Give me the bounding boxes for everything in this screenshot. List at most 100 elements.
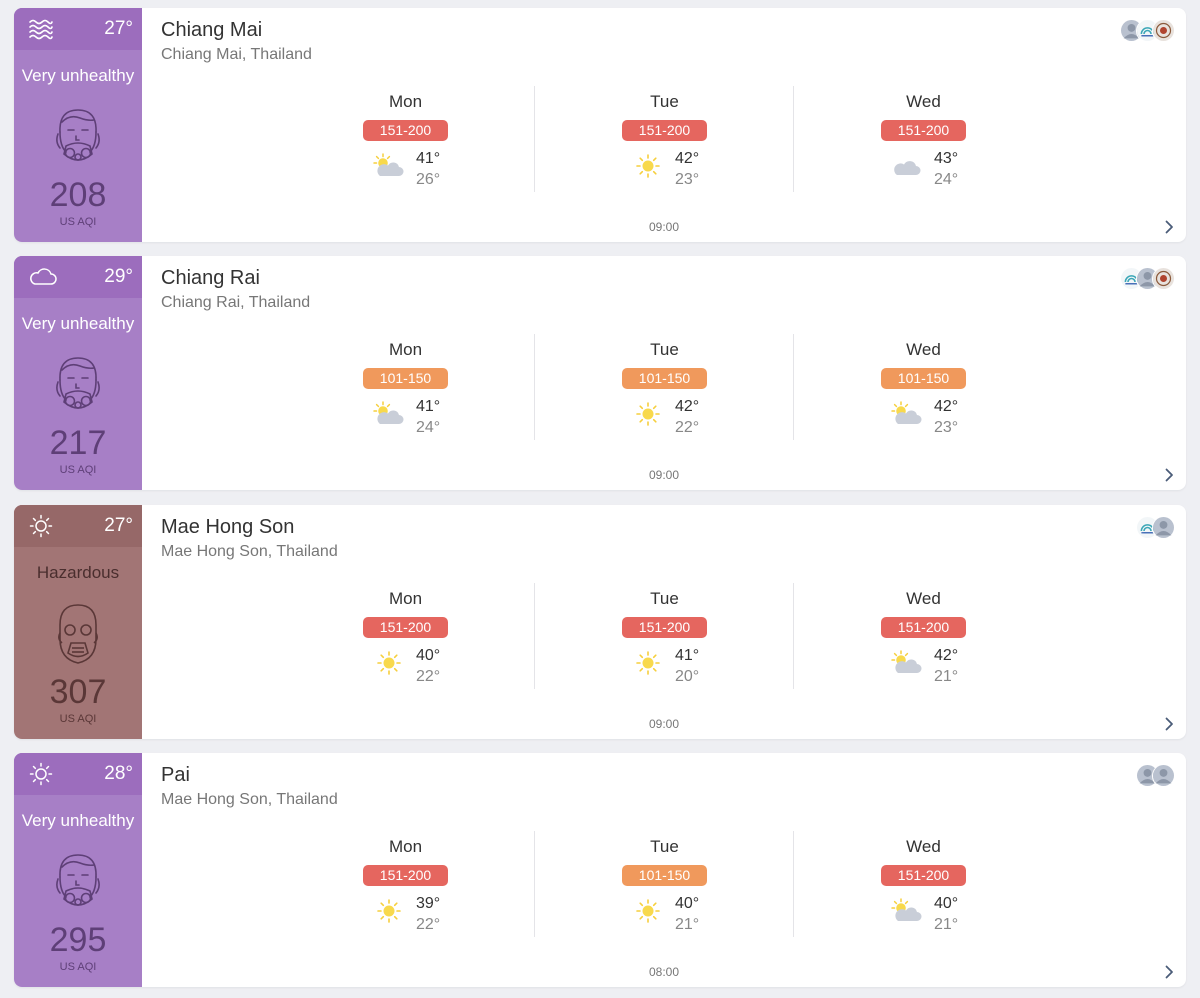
aqi-unit: US AQI [59,961,97,973]
chevron-right-icon[interactable] [1164,468,1174,482]
forecast-aqi-badge: 101-150 [881,368,966,389]
sun-icon [372,649,406,677]
forecast-aqi-badge: 151-200 [363,120,448,141]
current-weather-bar: 27° [14,8,142,50]
update-time: 09:00 [648,468,680,482]
forecast-day: Tue 101-150 42° 22° [535,334,794,440]
city-name: Chiang Rai [161,267,260,289]
aqi-panel: 27° Hazardous 307 US AQI [14,505,142,739]
forecast-low-temp: 23° [934,419,959,436]
forecast-aqi-badge: 151-200 [881,120,966,141]
forecast-low-temp: 22° [416,668,441,685]
forecast-day: Tue 101-150 40° 21° [535,831,794,937]
forecast-day: Wed 151-200 40° 21° [794,831,1053,937]
aqi-level-label: Very unhealthy [21,66,135,85]
sun-icon [631,897,665,925]
sun-outline-icon [28,514,54,538]
sun-icon [631,400,665,428]
forecast-day-name: Tue [650,340,679,359]
forecast-high-temp: 43° [934,150,959,167]
city-card[interactable]: 27° Very unhealthy 208 US AQI Chiang Mai Chia… [14,8,1186,242]
person-avatar-icon [1152,516,1176,540]
forecast-low-temp: 21° [675,916,700,933]
forecast-high-temp: 40° [675,895,700,912]
data-sources[interactable] [1120,19,1176,43]
forecast-day-name: Mon [388,837,423,856]
forecast-day-name: Tue [650,837,679,856]
forecast-high-temp: 41° [675,647,700,664]
government-seal-icon [1152,19,1176,43]
current-temperature: 28° [104,763,133,784]
data-sources[interactable] [1120,267,1176,291]
city-region: Chiang Rai, Thailand [161,294,311,311]
city-card[interactable]: 28° Very unhealthy 295 US AQI Pai Mae Hong So… [14,753,1186,987]
forecast-day: Wed 151-200 42° 21° [794,583,1053,689]
masked-face-icon [54,851,102,915]
forecast-aqi-badge: 151-200 [881,865,966,886]
chevron-right-icon[interactable] [1164,220,1174,234]
aqi-value: 208 [49,176,107,214]
city-card[interactable]: 27° Hazardous 307 US AQI Mae Hong Son Mae Hon… [14,505,1186,739]
forecast-day-name: Tue [650,92,679,111]
forecast-high-temp: 42° [934,398,959,415]
data-sources[interactable] [1136,764,1176,788]
forecast-day: Tue 151-200 41° 20° [535,583,794,689]
forecast-low-temp: 20° [675,668,700,685]
forecast-aqi-badge: 151-200 [622,617,707,638]
aqi-value: 217 [49,424,107,462]
update-time: 09:00 [648,220,680,234]
partly-cloudy-icon [890,649,924,677]
forecast-day-name: Mon [388,589,423,608]
forecast-day-name: Wed [906,92,941,111]
aqi-level-label: Very unhealthy [21,314,135,333]
forecast-day-name: Mon [388,340,423,359]
forecast-high-temp: 40° [934,895,959,912]
update-time: 09:00 [648,717,680,731]
forecast-low-temp: 21° [934,668,959,685]
forecast-low-temp: 22° [675,419,700,436]
forecast-aqi-badge: 151-200 [881,617,966,638]
chevron-right-icon[interactable] [1164,717,1174,731]
forecast-low-temp: 26° [416,171,441,188]
city-region: Chiang Mai, Thailand [161,46,312,63]
forecast-divider [793,583,794,689]
masked-face-icon [54,106,102,170]
forecast-day-name: Mon [388,92,423,111]
current-temperature: 29° [104,266,133,287]
forecast-day: Mon 101-150 41° 24° [276,334,535,440]
partly-cloudy-icon [890,897,924,925]
forecast-divider [534,583,535,689]
forecast-low-temp: 24° [934,171,959,188]
chevron-right-icon[interactable] [1164,965,1174,979]
forecast-divider [534,86,535,192]
aqi-panel: 28° Very unhealthy 295 US AQI [14,753,142,987]
sun-outline-icon [28,762,54,786]
forecast-day: Wed 151-200 43° 24° [794,86,1053,192]
sun-icon [631,649,665,677]
aqi-level-label: Very unhealthy [21,811,135,830]
forecast-high-temp: 42° [675,398,700,415]
current-temperature: 27° [104,515,133,536]
data-sources[interactable] [1136,516,1176,540]
haze-icon [28,17,54,41]
city-region: Mae Hong Son, Thailand [161,543,338,560]
current-weather-bar: 28° [14,753,142,795]
forecast-aqi-badge: 101-150 [622,368,707,389]
forecast-divider [534,334,535,440]
city-name: Pai [161,764,190,786]
forecast-day: Tue 151-200 42° 23° [535,86,794,192]
city-card[interactable]: 29° Very unhealthy 217 US AQI Chiang Rai Chia… [14,256,1186,490]
forecast-high-temp: 41° [416,398,441,415]
government-seal-icon [1152,267,1176,291]
forecast-low-temp: 21° [934,916,959,933]
aqi-panel: 27° Very unhealthy 208 US AQI [14,8,142,242]
cloud-outline-icon [28,265,57,289]
forecast-high-temp: 39° [416,895,441,912]
partly-cloudy-icon [890,400,924,428]
gas-mask-face-icon [54,603,102,667]
partly-cloudy-icon [372,400,406,428]
forecast-divider [793,334,794,440]
forecast-day: Mon 151-200 41° 26° [276,86,535,192]
forecast-day: Mon 151-200 39° 22° [276,831,535,937]
forecast-high-temp: 40° [416,647,441,664]
